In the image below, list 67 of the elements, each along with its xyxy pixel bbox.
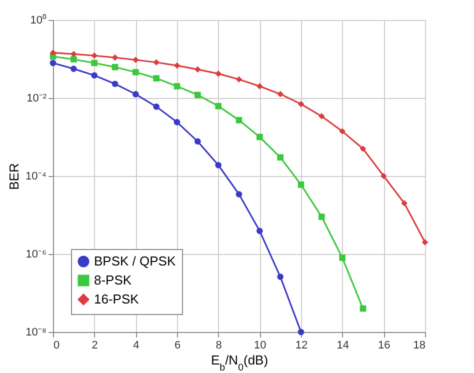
x-tick-label: 10 <box>254 340 266 352</box>
y-tick-label: 10⁻⁸ <box>26 326 46 338</box>
x-tick-label: 4 <box>133 340 140 352</box>
point <box>70 66 77 72</box>
point <box>112 54 118 61</box>
legend-label: 8-PSK <box>94 272 132 288</box>
y-tick-label: 10⁻² <box>26 92 47 104</box>
x-tick-label: 8 <box>216 340 222 352</box>
point <box>153 103 160 110</box>
point <box>298 100 304 108</box>
point <box>256 134 263 140</box>
point <box>215 70 222 77</box>
y-axis-title: BER <box>6 163 22 190</box>
point <box>277 90 284 98</box>
y-tick-label: 10⁰ <box>30 14 46 26</box>
point <box>277 154 284 161</box>
point <box>256 228 263 234</box>
point <box>401 200 408 206</box>
point <box>298 181 304 188</box>
point <box>298 328 304 336</box>
point <box>215 102 222 110</box>
point <box>360 305 366 312</box>
point <box>153 59 160 66</box>
point <box>112 64 118 70</box>
legend-label: 16-PSK <box>94 292 140 306</box>
x-tick-label: 6 <box>174 340 181 352</box>
point <box>174 83 180 90</box>
y-tick-label: 10⁻⁶ <box>26 248 46 260</box>
point <box>91 72 98 79</box>
point <box>70 56 77 63</box>
point <box>194 138 201 145</box>
legend-label: BPSK / QPSK <box>94 254 176 268</box>
x-tick-label: 12 <box>295 340 308 352</box>
point <box>132 68 139 76</box>
point <box>360 146 366 152</box>
point <box>112 80 118 88</box>
point <box>318 113 325 120</box>
point <box>215 162 222 168</box>
x-tick-label: 2 <box>92 340 98 352</box>
x-tick-label: 14 <box>336 340 349 352</box>
point <box>277 274 284 280</box>
x-tick-label: 18 <box>413 340 426 352</box>
point <box>174 62 180 69</box>
point <box>194 92 201 98</box>
y-tick-label: 10⁻⁴ <box>26 170 47 182</box>
point <box>236 117 242 124</box>
point <box>153 75 160 82</box>
point <box>194 66 201 73</box>
point <box>339 128 346 134</box>
point <box>50 50 56 56</box>
point <box>91 52 98 59</box>
point <box>132 56 139 64</box>
point <box>236 76 242 83</box>
point <box>50 60 56 66</box>
point <box>174 119 180 126</box>
point <box>132 91 139 98</box>
point <box>91 60 98 66</box>
point <box>70 50 77 58</box>
point <box>380 172 387 180</box>
point <box>339 254 346 261</box>
x-tick-label: 16 <box>378 340 390 352</box>
point <box>318 214 325 220</box>
point <box>422 239 428 246</box>
point <box>236 191 242 198</box>
x-axis-title: E$_{b}$/N$_{0}$(dB) <box>210 352 268 373</box>
x-tick-label: 0 <box>54 340 60 352</box>
point <box>256 83 263 90</box>
